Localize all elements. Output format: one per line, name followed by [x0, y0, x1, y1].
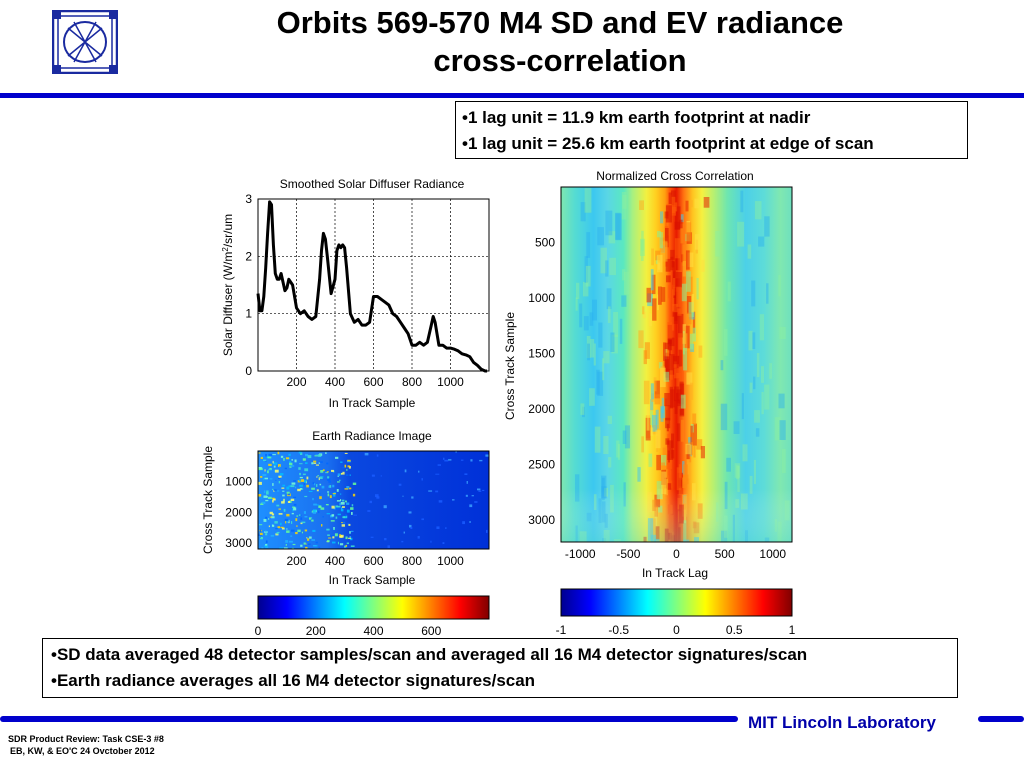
- earth-x-tick: 200: [286, 554, 306, 568]
- sd-x-axis-label: In Track Sample: [329, 396, 416, 410]
- xcorr-tick-labels: -1000 -500 0 500 1000 500 1000 1500 2000 2500 3000: [528, 235, 786, 561]
- sd-y-tick: 0: [245, 364, 252, 378]
- mit-ll-logo: [52, 10, 118, 74]
- processing-bullet-2: Earth radiance averages all 16 M4 detect…: [51, 668, 957, 694]
- sd-x-tick: 1000: [437, 375, 464, 389]
- earth-chart-title: Earth Radiance Image: [312, 429, 432, 443]
- earth-colorbar-tick: 400: [363, 624, 383, 638]
- earth-radiance-image: [258, 451, 489, 549]
- xcorr-x-tick: -500: [616, 547, 640, 561]
- lag-unit-notes: 1 lag unit = 11.9 km earth footprint at …: [455, 101, 968, 159]
- sd-x-tick: 400: [325, 375, 345, 389]
- xcorr-y-tick: 2000: [528, 402, 555, 416]
- earth-y-tick: 1000: [225, 475, 252, 489]
- earth-colorbar: [257, 595, 490, 620]
- xcorr-plot-frame: [560, 186, 793, 543]
- xcorr-y-tick: 3000: [528, 513, 555, 527]
- xcorr-chart-title: Normalized Cross Correlation: [596, 169, 753, 183]
- xcorr-y-tick: 1500: [528, 346, 555, 360]
- earth-x-tick: 400: [325, 554, 345, 568]
- footer-rule-right: [978, 716, 1024, 722]
- earth-y-tick: 3000: [225, 536, 252, 550]
- sd-x-tick: 600: [363, 375, 383, 389]
- sd-radiance-series-line: [256, 200, 488, 373]
- sd-y-tick: 3: [245, 192, 252, 206]
- earth-tick-labels: 200 400 600 800 1000 1000 2000 3000: [225, 475, 464, 568]
- sd-y-tick: 1: [245, 307, 252, 321]
- xcorr-colorbar-tick: -0.5: [608, 623, 629, 637]
- earth-radiance-chart: Earth Radiance Image 200 400 600 800 1000 100…: [201, 429, 490, 638]
- xcorr-x-tick: 1000: [759, 547, 786, 561]
- earth-colorbar-tick: 0: [255, 624, 262, 638]
- processing-bullet-1: SD data averaged 48 detector samples/sca…: [51, 642, 957, 668]
- earth-y-axis-label: Cross Track Sample: [201, 446, 215, 554]
- xcorr-y-tick: 2500: [528, 457, 555, 471]
- earth-colorbar-ticks: 0 200 400 600: [255, 624, 442, 638]
- sd-y-tick: 2: [245, 249, 252, 263]
- xcorr-colorbar-tick: 0: [673, 623, 680, 637]
- xcorr-colorbar-ticks: -1 -0.5 0 0.5 1: [556, 623, 796, 637]
- title-line-1: Orbits 569-570 M4 SD and EV radiance: [276, 5, 844, 40]
- xcorr-colorbar-tick: 1: [789, 623, 796, 637]
- footer-citation: SDR Product Review: Task CSE-3 #8 EB, KW…: [8, 733, 164, 757]
- footer-line-2: EB, KW, & EO'C 24 Ovctober 2012: [10, 746, 155, 756]
- earth-colorbar-tick: 200: [306, 624, 326, 638]
- earth-y-tick: 2000: [225, 505, 252, 519]
- xcorr-colorbar: [560, 588, 793, 617]
- xcorr-heatmap-image: [561, 187, 792, 542]
- xcorr-y-axis-label: Cross Track Sample: [503, 312, 517, 420]
- charts-area: Smoothed Solar Diffuser Radiance 200 400 6…: [201, 169, 796, 638]
- title-line-2: cross-correlation: [433, 43, 687, 78]
- header-rule: [0, 93, 1024, 98]
- xcorr-x-axis-label: In Track Lag: [642, 566, 708, 580]
- xcorr-x-tick: 500: [715, 547, 735, 561]
- note-bullet-2: 1 lag unit = 25.6 km earth footprint at …: [462, 131, 967, 157]
- note-bullet-1: 1 lag unit = 11.9 km earth footprint at …: [462, 105, 967, 131]
- processing-notes: SD data averaged 48 detector samples/sca…: [42, 638, 958, 698]
- xcorr-x-tick: 0: [673, 547, 680, 561]
- xcorr-colorbar-tick: 0.5: [726, 623, 743, 637]
- earth-colorbar-tick: 600: [421, 624, 441, 638]
- lab-name: MIT Lincoln Laboratory: [748, 713, 936, 732]
- cross-correlation-chart: Normalized Cross Correlation -1000 -500 0 5…: [503, 169, 796, 637]
- earth-x-tick: 800: [402, 554, 422, 568]
- slide-title: Orbits 569-570 M4 SD and EV radiance cro…: [180, 4, 940, 80]
- earth-plot-frame: [257, 450, 490, 550]
- sd-x-tick: 200: [286, 375, 306, 389]
- earth-x-tick: 1000: [437, 554, 464, 568]
- xcorr-y-tick: 500: [535, 235, 555, 249]
- footer-line-1: SDR Product Review: Task CSE-3 #8: [8, 734, 164, 744]
- sd-x-tick: 800: [402, 375, 422, 389]
- earth-x-tick: 600: [363, 554, 383, 568]
- sd-y-axis-label: Solar Diffuser (W/m2/sr/um: [221, 214, 235, 356]
- footer-rule-left: [0, 716, 738, 722]
- earth-x-axis-label: In Track Sample: [329, 573, 416, 587]
- sd-tick-labels: 200 400 600 800 1000 0 1 2 3: [245, 192, 464, 389]
- sd-radiance-chart: Smoothed Solar Diffuser Radiance 200 400 6…: [221, 177, 490, 410]
- xcorr-colorbar-tick: -1: [556, 623, 567, 637]
- xcorr-y-tick: 1000: [528, 291, 555, 305]
- sd-chart-title: Smoothed Solar Diffuser Radiance: [280, 177, 465, 191]
- xcorr-x-tick: -1000: [565, 547, 596, 561]
